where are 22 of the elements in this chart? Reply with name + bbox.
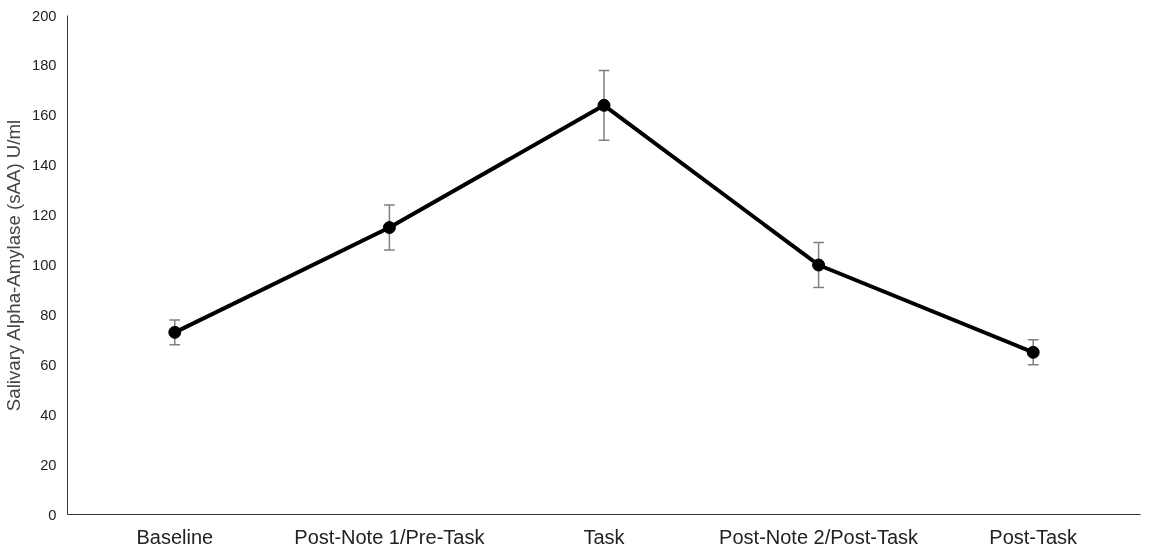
point — [1026, 345, 1040, 359]
y-tick-label: 140 — [32, 157, 57, 174]
x-tick-label: Post-Task — [989, 525, 1079, 548]
y-tick-label: 80 — [40, 306, 57, 323]
x-tick-label: Post-Note 1/Pre-Task — [294, 525, 486, 548]
x-tick-label: Task — [583, 525, 626, 548]
y-tick-label: 40 — [40, 406, 57, 423]
y-tick-label: 100 — [32, 257, 57, 273]
y-tick-label: 180 — [32, 57, 57, 74]
point — [382, 221, 396, 235]
y-tick-label: 60 — [40, 356, 57, 373]
y-tick-label: 0 — [48, 506, 57, 523]
point — [597, 98, 611, 112]
x-tick-label: Baseline — [136, 525, 214, 548]
y-tick-label: 200 — [32, 7, 57, 24]
point — [168, 325, 182, 339]
x-tick-label: Post-Note 2/Post-Task — [719, 525, 920, 548]
y-tick-label: 120 — [32, 207, 57, 224]
y-tick-label: 160 — [32, 107, 57, 124]
y-tick-label: 20 — [40, 456, 57, 473]
point — [812, 258, 826, 272]
y-axis-title: Salivary Alpha-Amylase (sAA) U/ml — [3, 119, 25, 412]
